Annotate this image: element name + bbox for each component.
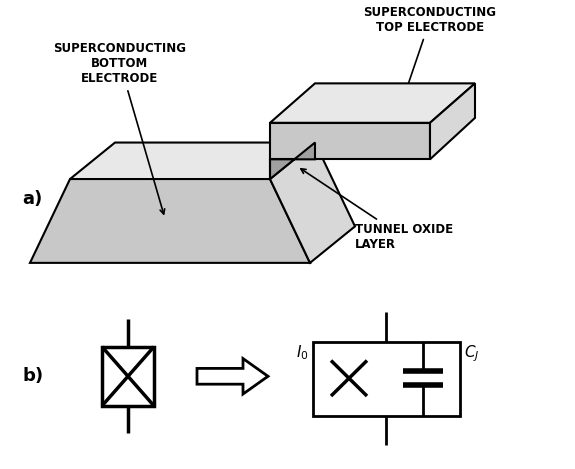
Polygon shape xyxy=(270,123,430,159)
Polygon shape xyxy=(30,179,310,263)
Text: a): a) xyxy=(22,190,42,208)
Polygon shape xyxy=(270,83,475,123)
Polygon shape xyxy=(197,358,268,394)
Text: SUPERCONDUCTING
BOTTOM
ELECTRODE: SUPERCONDUCTING BOTTOM ELECTRODE xyxy=(53,42,186,214)
Text: $C_J$: $C_J$ xyxy=(464,344,480,364)
Polygon shape xyxy=(102,347,154,406)
Polygon shape xyxy=(270,143,355,263)
Text: TUNNEL OXIDE
LAYER: TUNNEL OXIDE LAYER xyxy=(301,169,453,251)
Polygon shape xyxy=(270,143,315,179)
Text: $I_0$: $I_0$ xyxy=(296,344,309,363)
Text: SUPERCONDUCTING
TOP ELECTRODE: SUPERCONDUCTING TOP ELECTRODE xyxy=(363,6,496,119)
Polygon shape xyxy=(430,83,475,159)
Polygon shape xyxy=(313,342,460,416)
Polygon shape xyxy=(70,143,315,179)
Text: b): b) xyxy=(22,367,43,386)
